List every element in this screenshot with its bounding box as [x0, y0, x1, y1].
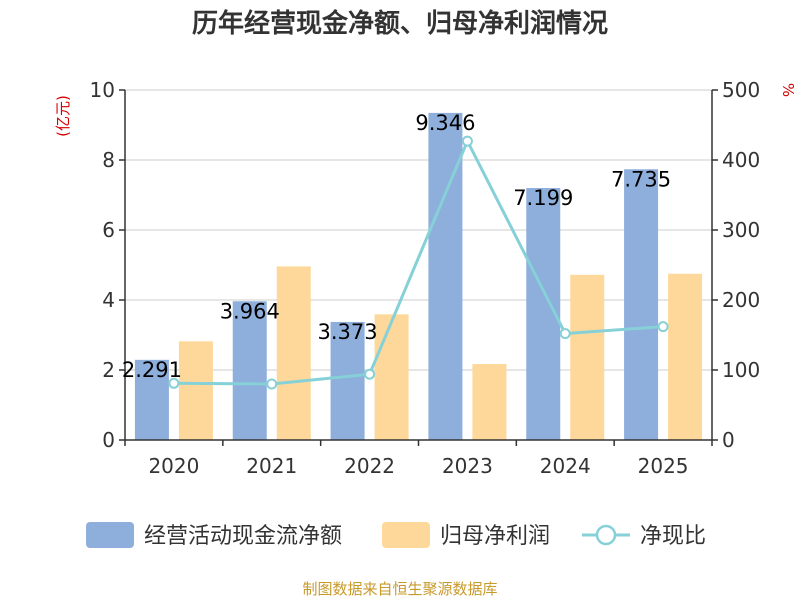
data-labels: 2.291 3.964 3.373 9.346 7.199 7.735 [122, 111, 671, 382]
axes [124, 90, 713, 441]
ratio-point [559, 328, 571, 340]
bar-net-profit [668, 273, 703, 440]
x-tick-label: 2025 [638, 454, 689, 478]
legend-label: 归母净利润 [440, 524, 550, 549]
data-label-operating-cash-flow: 3.964 [220, 299, 280, 323]
bar-net-profit [570, 274, 605, 440]
y-right-tick-label: 0 [722, 428, 735, 452]
legend-swatch [382, 522, 430, 548]
y-right-tick-label: 200 [722, 288, 760, 312]
bar-net-profit [472, 364, 507, 440]
legend: 经营活动现金流净额 归母净利润 净现比 [86, 522, 706, 549]
y-left-tick-label: 8 [102, 148, 115, 172]
y-right-tick-label: 400 [722, 148, 760, 172]
bar-net-profit [178, 341, 213, 440]
ratio-line [173, 137, 664, 386]
y-left-tick-label: 6 [102, 218, 115, 242]
data-label-operating-cash-flow: 9.346 [415, 111, 475, 135]
data-label-operating-cash-flow: 7.199 [513, 186, 573, 210]
data-label-operating-cash-flow: 3.373 [318, 320, 378, 344]
y-left-tick-label: 0 [102, 428, 115, 452]
legend-swatch [86, 522, 134, 548]
legend-item-operating-cash-flow: 经营活动现金流净额 [86, 522, 342, 549]
y-right-tick-label: 500 [722, 78, 760, 102]
legend-label: 经营活动现金流净额 [144, 524, 342, 549]
ratio-point [168, 377, 180, 389]
ratio-line-series [168, 135, 669, 390]
bar-operating-cash-flow [134, 359, 169, 440]
y-left-tick-label: 10 [90, 78, 115, 102]
ratio-point [657, 321, 669, 333]
y-right-unit: % [779, 83, 797, 97]
y-right-tick-label: 300 [722, 218, 760, 242]
y-left-tick-label: 2 [102, 358, 115, 382]
x-tick-label: 2024 [540, 454, 591, 478]
bar-net-profit [374, 314, 409, 440]
legend-label: 净现比 [640, 524, 706, 549]
ratio-point [364, 368, 376, 380]
x-tick-label: 2023 [442, 454, 493, 478]
x-tick-label: 2021 [246, 454, 297, 478]
bar-operating-cash-flow [624, 169, 659, 440]
bar-operating-cash-flow [330, 321, 365, 440]
y-left-unit: (亿元) [54, 95, 72, 137]
x-tick-label: 2020 [148, 454, 199, 478]
bar-operating-cash-flow [232, 301, 267, 440]
chart-title: 历年经营现金净额、归母净利润情况 [192, 8, 608, 39]
bar-net-profit [276, 266, 311, 440]
ratio-point [461, 135, 473, 147]
gridlines [125, 89, 712, 371]
y-left-tick-label: 4 [102, 288, 115, 312]
legend-item-ratio: 净现比 [582, 524, 706, 549]
data-label-operating-cash-flow: 7.735 [611, 167, 671, 191]
legend-item-net-profit: 归母净利润 [382, 522, 550, 549]
bars [134, 112, 703, 440]
source-note: 制图数据来自恒生聚源数据库 [302, 580, 497, 598]
legend-marker [595, 524, 617, 546]
x-tick-label: 2022 [344, 454, 395, 478]
y-right-tick-label: 100 [722, 358, 760, 382]
data-label-operating-cash-flow: 2.291 [122, 358, 182, 382]
ratio-point [266, 378, 278, 390]
